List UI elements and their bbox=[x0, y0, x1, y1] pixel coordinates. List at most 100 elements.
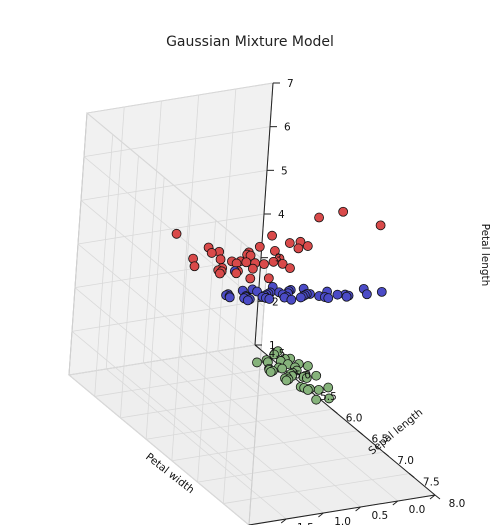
x-tick-mark bbox=[318, 512, 324, 518]
y-tick-label: 5.0 bbox=[294, 369, 311, 381]
grid-line-z-left bbox=[77, 243, 259, 395]
point-layer bbox=[171, 206, 387, 405]
z-tick-label: 6 bbox=[284, 122, 291, 134]
grid-line-z-back bbox=[83, 126, 271, 158]
scatter-point-red_cluster-16 bbox=[231, 268, 242, 279]
grid-layer bbox=[68, 82, 436, 525]
scatter-point-red_cluster-35 bbox=[302, 241, 313, 251]
scatter-point-green_cluster-16 bbox=[277, 363, 288, 374]
scatter-point-red_cluster-15 bbox=[215, 268, 225, 279]
scatter-point-blue_cluster-17 bbox=[286, 294, 297, 305]
scatter-point-green_cluster-35 bbox=[303, 361, 313, 371]
scatter-point-red_cluster-0 bbox=[171, 228, 182, 239]
chart-title: Gaussian Mixture Model bbox=[166, 34, 334, 50]
scatter-point-red_cluster-27 bbox=[277, 258, 288, 269]
z-tick-label: 7 bbox=[287, 78, 294, 90]
y-tick-mark bbox=[331, 408, 338, 414]
scatter-point-green_cluster-15 bbox=[301, 373, 312, 383]
scatter-point-blue_cluster-4 bbox=[264, 294, 275, 304]
scatter-point-blue_cluster-24 bbox=[295, 292, 306, 303]
z-tick-label: 4 bbox=[278, 209, 285, 221]
grid-line-y-floor bbox=[223, 473, 410, 504]
scatter-point-red_cluster-32 bbox=[293, 243, 304, 254]
pane-layer bbox=[67, 82, 437, 525]
scatter-point-green_cluster-30 bbox=[311, 370, 322, 381]
grid-line-z-left bbox=[86, 112, 268, 264]
grid-line-x-floor bbox=[180, 356, 361, 508]
scatter-point-red_cluster-13 bbox=[245, 273, 256, 284]
scatter-point-green_cluster-2 bbox=[281, 375, 292, 386]
scatter-point-blue_cluster-38 bbox=[341, 291, 352, 302]
x-tick-mark bbox=[280, 518, 287, 524]
scatter-point-green_cluster-32 bbox=[269, 349, 280, 360]
scatter-point-green_cluster-14 bbox=[311, 394, 322, 405]
y-tick-mark bbox=[408, 473, 415, 478]
scatter-point-blue_cluster-45 bbox=[376, 286, 387, 297]
scatter-point-blue_cluster-43 bbox=[362, 289, 372, 300]
grid-line-z-left bbox=[80, 200, 262, 351]
y-tick-label: 7.5 bbox=[423, 477, 440, 489]
scatter-point-blue_cluster-35 bbox=[323, 293, 334, 304]
scatter-point-blue_cluster-16 bbox=[242, 295, 253, 306]
scatter-point-green_cluster-36 bbox=[323, 382, 334, 393]
scatter-point-green_cluster-1 bbox=[265, 367, 276, 377]
front-left-vertical-edge bbox=[248, 262, 268, 525]
y-tick-label: 8.0 bbox=[449, 498, 466, 510]
scatter-point-red_cluster-18 bbox=[254, 241, 265, 252]
x-tick-label: 1.0 bbox=[334, 516, 351, 525]
scatter-point-red_cluster-17 bbox=[259, 259, 269, 270]
scatter-point-red_cluster-31 bbox=[267, 230, 277, 241]
x-tick-mark bbox=[392, 500, 399, 506]
scatter-point-red_cluster-39 bbox=[375, 220, 386, 231]
back-left-vertical-edge bbox=[68, 112, 88, 376]
y-tick-label: 6.0 bbox=[346, 412, 363, 424]
x-tick-label: 0.5 bbox=[371, 510, 388, 522]
grid-line-y-floor bbox=[197, 451, 384, 483]
z-tick-label: 2 bbox=[272, 296, 279, 308]
grid-line-y-floor bbox=[171, 430, 358, 462]
grid-line-x-floor bbox=[143, 362, 324, 514]
grid-line-x-floor bbox=[217, 350, 399, 502]
scatter-point-red_cluster-37 bbox=[314, 212, 324, 223]
scatter-point-green_cluster-21 bbox=[302, 385, 313, 395]
grid-line-x-floor bbox=[105, 368, 287, 520]
scatter-point-red_cluster-6 bbox=[215, 254, 226, 265]
grid-line-z-left bbox=[74, 287, 256, 438]
y-tick-label: 5.5 bbox=[320, 391, 337, 403]
y-tick-label: 7.0 bbox=[397, 455, 414, 467]
scatter-point-red_cluster-24 bbox=[263, 273, 274, 284]
scatter-point-green_cluster-23 bbox=[313, 384, 324, 395]
scatter-point-red_cluster-38 bbox=[338, 206, 349, 217]
y-tick-mark bbox=[357, 430, 364, 436]
grid-line-z-left bbox=[71, 331, 253, 482]
y-tick-mark bbox=[434, 494, 441, 500]
scatter-point-red_cluster-22 bbox=[268, 256, 279, 267]
scatter-point-green_cluster-25 bbox=[324, 393, 334, 404]
z-tick-label: 3 bbox=[275, 253, 282, 265]
grid-line-z-left bbox=[68, 374, 250, 525]
scatter-point-green_cluster-6 bbox=[252, 357, 262, 368]
y-tick-label: 6.5 bbox=[372, 434, 389, 446]
scatter-point-red_cluster-36 bbox=[285, 263, 295, 274]
x-axis-line bbox=[248, 494, 436, 525]
scatter-point-blue_cluster-14 bbox=[224, 292, 235, 303]
y-axis-label: Sepal length bbox=[366, 407, 425, 458]
scatter-point-red_cluster-2 bbox=[206, 248, 217, 258]
scatter-point-red_cluster-34 bbox=[269, 246, 280, 256]
scatter-point-red_cluster-14 bbox=[247, 263, 258, 274]
scatter-point-red_cluster-33 bbox=[284, 238, 295, 248]
y-tick-mark bbox=[383, 451, 389, 457]
x-tick-mark bbox=[355, 506, 361, 512]
x-tick-label: 0.0 bbox=[409, 504, 426, 516]
scatter-point-blue_cluster-33 bbox=[332, 289, 343, 300]
y-tick-label: 4.5 bbox=[269, 348, 286, 360]
grid-line-z-back bbox=[86, 82, 274, 114]
z-tick-label: 5 bbox=[281, 165, 288, 177]
x-tick-label: 1.5 bbox=[297, 522, 314, 525]
z-axis-label: Petal length bbox=[479, 224, 491, 287]
scatter-point-red_cluster-3 bbox=[189, 261, 200, 272]
z-tick-label: 1 bbox=[269, 340, 276, 352]
x-tick-mark bbox=[429, 494, 436, 500]
